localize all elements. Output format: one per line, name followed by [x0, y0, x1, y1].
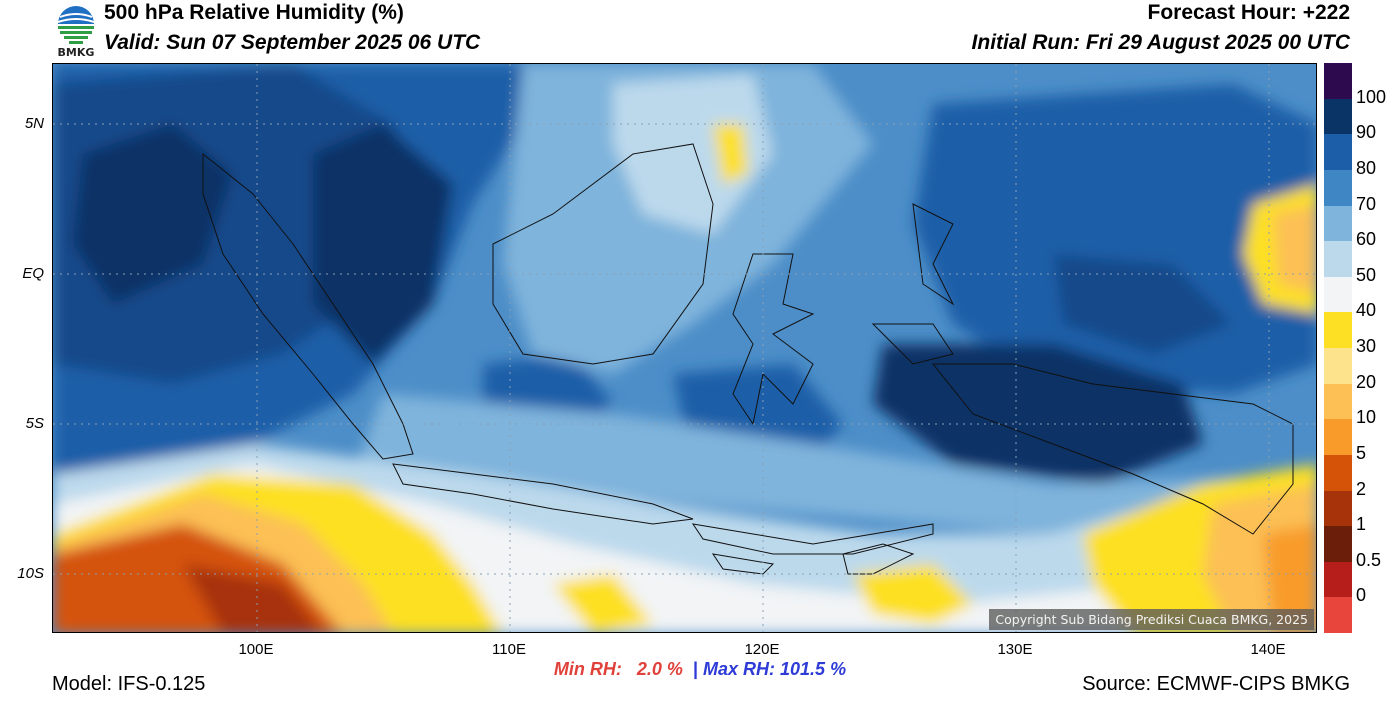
bmkg-emblem-icon: [57, 6, 95, 44]
copyright-notice: Copyright Sub Bidang Prediksi Cuaca BMKG…: [989, 609, 1314, 630]
colorbar-segment: [1324, 383, 1352, 420]
lon-label-130e: 130E: [997, 641, 1033, 658]
colorbar-segment: [1324, 312, 1352, 348]
min-rh: Min RH: 2.0 %: [553, 659, 683, 679]
colorbar-segment: [1324, 419, 1352, 455]
colorbar-label: 90: [1356, 122, 1377, 143]
graticule: [53, 64, 1316, 632]
colorbar-segment: [1324, 205, 1352, 242]
colorbar-label: 40: [1356, 300, 1377, 321]
rh-separator: |: [692, 659, 698, 679]
colorbar-label: 60: [1356, 229, 1377, 250]
colorbar-label: 70: [1356, 193, 1377, 214]
rh-extremes: Min RH: 2.0 % | Max RH: 101.5 %: [0, 659, 1400, 680]
lat-label-eq: EQ: [22, 265, 44, 282]
colorbar-label: 50: [1356, 264, 1377, 285]
colorbar-label: 10: [1356, 407, 1377, 428]
colorbar-label: 30: [1356, 336, 1377, 356]
colorbar-label: 5: [1356, 442, 1367, 463]
colorbar-segment: [1324, 276, 1352, 313]
colorbar-label: 100: [1356, 86, 1387, 107]
lat-label-5n: 5N: [24, 115, 44, 132]
lat-label-10s: 10S: [17, 565, 44, 582]
colorbar-segment: [1324, 63, 1352, 99]
coastlines: [202, 143, 1294, 575]
source-label: Source: ECMWF-CIPS BMKG: [1082, 673, 1350, 695]
chart-title: 500 hPa Relative Humidity (%): [104, 1, 404, 24]
colorbar-segment: [1324, 169, 1352, 206]
colorbar-segment: [1324, 597, 1352, 633]
colorbar-label: 20: [1356, 371, 1377, 392]
colorbar-label: 80: [1356, 157, 1377, 178]
humidity-map: Copyright Sub Bidang Prediksi Cuaca BMKG…: [52, 63, 1317, 633]
colorbar-label: 2: [1356, 478, 1367, 499]
colorbar-label: 0.5: [1356, 549, 1382, 570]
lon-label-110e: 110E: [492, 641, 526, 658]
logo-text: BMKG: [57, 46, 95, 59]
forecast-hour: Forecast Hour: +222: [1147, 1, 1351, 24]
colorbar-label: 1: [1356, 514, 1367, 535]
colorbar-label: 0: [1356, 585, 1367, 606]
colorbar: [1324, 63, 1352, 633]
colorbar-segment: [1324, 561, 1352, 598]
model-label: Model: IFS-0.125: [52, 673, 206, 695]
colorbar-segment: [1324, 98, 1352, 135]
colorbar-segment: [1324, 526, 1352, 562]
valid-time: Valid: Sun 07 September 2025 06 UTC: [104, 31, 481, 54]
lon-label-100e: 100E: [238, 641, 274, 658]
colorbar-segment: [1324, 348, 1352, 384]
colorbar-segment: [1324, 241, 1352, 277]
lon-label-120e: 120E: [744, 641, 780, 658]
lat-label-5s: 5S: [25, 415, 44, 432]
initial-run: Initial Run: Fri 29 August 2025 00 UTC: [971, 31, 1350, 54]
humidity-field: [53, 64, 1316, 632]
colorbar-segment: [1324, 134, 1352, 170]
moisture-field: [53, 64, 1316, 632]
colorbar-segment: [1324, 490, 1352, 527]
max-rh: Max RH: 101.5 %: [703, 659, 847, 679]
lon-label-140e: 140E: [1250, 641, 1286, 658]
colorbar-segment: [1324, 454, 1352, 491]
bmkg-logo: BMKG: [52, 2, 100, 60]
